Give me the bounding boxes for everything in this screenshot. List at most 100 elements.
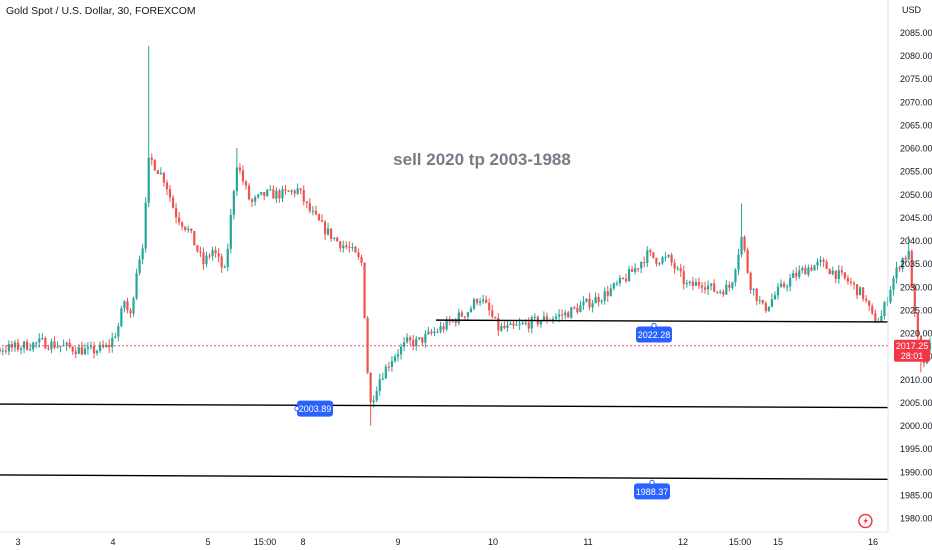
- candle-body: [430, 331, 433, 334]
- candle-body: [545, 316, 549, 321]
- y-tick-label: 2005.00: [900, 398, 932, 408]
- candle-body: [117, 326, 120, 337]
- candle-body: [311, 210, 314, 212]
- candle-body: [454, 319, 457, 323]
- candle-body: [293, 190, 296, 194]
- y-tick-label: 2020.00: [900, 329, 932, 339]
- candle-body: [500, 325, 503, 331]
- candle-body: [250, 199, 254, 202]
- candle-body: [509, 323, 512, 325]
- candle-body: [871, 306, 874, 314]
- x-tick-label: 8: [300, 537, 305, 547]
- candle-body: [834, 270, 837, 279]
- level-label-text: 2022.28: [638, 330, 671, 340]
- candle-body: [150, 157, 153, 160]
- candle-body: [108, 344, 111, 348]
- candle-body: [667, 255, 670, 257]
- candle-body: [898, 267, 901, 269]
- candle-body: [734, 269, 737, 283]
- candle-body: [564, 312, 567, 316]
- candle-body: [214, 250, 217, 254]
- candle-body: [792, 273, 795, 279]
- candle-body: [439, 326, 442, 332]
- candle-body: [266, 189, 269, 196]
- candle-body: [114, 336, 117, 338]
- candle-body: [427, 331, 430, 334]
- candle-body: [627, 269, 631, 282]
- candle-body: [278, 190, 281, 199]
- y-tick-label: 2070.00: [900, 97, 932, 107]
- candle-body: [789, 278, 792, 287]
- candle-body: [211, 250, 214, 257]
- candle-body: [685, 283, 688, 285]
- candle-body: [95, 350, 99, 354]
- candle-body: [874, 313, 877, 323]
- candle-body: [579, 305, 582, 313]
- candle-body: [120, 308, 123, 327]
- price-axis[interactable]: 2085.00 2080.00 2075.00 2070.00 2065.00 2060.…: [900, 28, 932, 524]
- candle-body: [275, 190, 278, 199]
- candle-body: [837, 270, 840, 279]
- candle-body: [38, 338, 41, 343]
- candle-body: [846, 278, 850, 282]
- candle-body: [886, 302, 889, 304]
- candle-body: [153, 159, 156, 171]
- candle-body: [138, 259, 141, 274]
- candle-body: [889, 289, 892, 303]
- time-axis[interactable]: 3 4 5 15:00 8 9 10 11 12 15:00 15 16: [15, 537, 878, 547]
- x-tick-label: 15:00: [254, 537, 277, 547]
- candle-body: [375, 391, 378, 401]
- candle-body: [372, 400, 375, 403]
- candle-body: [360, 257, 363, 263]
- candle-body: [782, 283, 786, 287]
- candle-body: [488, 302, 491, 311]
- candle-body: [862, 287, 865, 299]
- candle-body: [272, 189, 275, 199]
- candle-body: [193, 231, 196, 246]
- horizontal-levels: [0, 319, 889, 480]
- candle-body: [691, 281, 694, 286]
- candle-body: [0, 348, 1, 352]
- candle-body: [257, 194, 260, 198]
- candle-body: [497, 318, 500, 331]
- candle-body: [381, 378, 384, 380]
- x-tick-label: 3: [15, 537, 20, 547]
- y-tick-label: 2055.00: [900, 167, 932, 177]
- candle-body: [703, 287, 707, 290]
- candle-body: [74, 351, 77, 354]
- candle-body: [53, 341, 56, 348]
- y-tick-label: 1995.00: [900, 444, 932, 454]
- candle-body: [700, 285, 704, 288]
- candle-body: [533, 316, 536, 318]
- candle-body: [807, 267, 810, 275]
- candle-body: [393, 356, 397, 362]
- candle-body: [135, 273, 138, 299]
- candle-body: [415, 338, 418, 347]
- candle-body: [731, 282, 734, 288]
- candle-body: [178, 217, 181, 223]
- candle-body: [640, 262, 643, 269]
- level-label-badge: [634, 483, 670, 500]
- horizontal-level-line: [435, 319, 889, 323]
- candle-body: [603, 291, 606, 301]
- flash-earnings-icon[interactable]: [858, 513, 873, 529]
- candle-body: [402, 342, 406, 347]
- price-tag-badge: [894, 339, 930, 362]
- candle-body: [260, 192, 263, 195]
- candle-body: [342, 245, 345, 249]
- y-tick-label: 1985.00: [900, 490, 932, 500]
- candle-body: [174, 208, 178, 218]
- candle-body: [694, 282, 698, 286]
- candle-body: [369, 372, 372, 403]
- candle-body: [594, 297, 597, 304]
- candle-body: [609, 288, 612, 296]
- candle-body: [77, 347, 80, 354]
- x-tick-label: 12: [678, 537, 688, 547]
- candle-body: [190, 228, 193, 232]
- candle-body: [849, 281, 853, 283]
- candle-body: [226, 248, 229, 267]
- candle-body: [904, 257, 907, 260]
- candle-body: [351, 246, 354, 248]
